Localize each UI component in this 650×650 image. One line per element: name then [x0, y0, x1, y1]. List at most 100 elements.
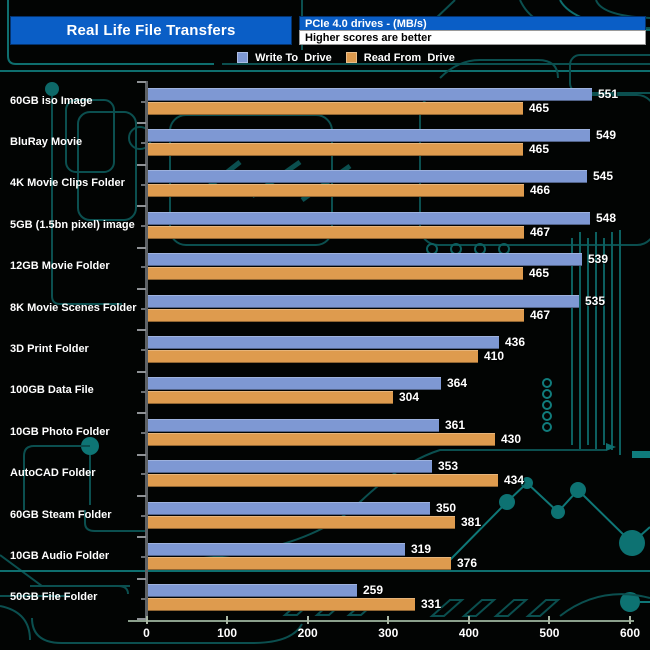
bar-chart: 60GB iso Image 551 465 BluRay Movie 549 465 4K… — [0, 81, 650, 640]
y-axis-minor-tick — [141, 266, 146, 269]
legend-swatch-icon — [237, 52, 249, 63]
value-label: 465 — [529, 142, 550, 157]
read-bar — [148, 391, 393, 405]
read-bar — [148, 225, 524, 239]
y-axis-tick — [137, 288, 146, 290]
write-bar — [148, 377, 441, 391]
y-axis-tick — [137, 163, 146, 166]
chart-subtitle: PCIe 4.0 drives - (MB/s) — [299, 16, 646, 30]
y-axis-tick — [137, 370, 146, 373]
legend-item: Read From Drive — [345, 51, 455, 64]
y-axis-tick — [137, 495, 146, 497]
x-axis-tick — [629, 616, 631, 624]
write-bar — [148, 129, 590, 143]
chart-title: Real Life File Transfers — [66, 22, 236, 39]
read-bar — [148, 184, 524, 198]
x-axis-tick — [467, 616, 470, 624]
write-bar — [148, 87, 592, 101]
read-bar — [148, 432, 495, 446]
y-axis-minor-tick — [141, 307, 146, 310]
value-label: 361 — [445, 417, 466, 432]
x-axis-tick — [145, 616, 148, 624]
category-label: 60GB Steam Folder — [10, 508, 112, 521]
x-axis-tick-label: 0 — [143, 626, 150, 640]
category-label: 8K Movie Scenes Folder — [10, 301, 137, 314]
chart-note: Higher scores are better — [299, 30, 646, 45]
y-axis-tick — [137, 536, 146, 539]
y-axis-minor-tick — [141, 142, 146, 145]
y-axis-minor-tick — [141, 100, 146, 103]
value-label: 376 — [457, 556, 478, 571]
x-axis-tick-label: 200 — [297, 626, 318, 640]
x-axis-tick-label: 300 — [378, 626, 399, 640]
y-axis-minor-tick — [141, 556, 146, 559]
bar-row: 10GB Photo Folder 361 430 — [0, 412, 650, 453]
x-axis-tick — [306, 616, 309, 624]
read-bar — [148, 267, 523, 281]
value-label: 539 — [588, 252, 609, 267]
legend-label: Write To Drive — [255, 51, 332, 64]
legend-label: Read From Drive — [363, 51, 455, 64]
category-label: 50GB File Folder — [10, 591, 98, 604]
category-label: 4K Movie Clips Folder — [10, 177, 125, 190]
y-axis-minor-tick — [141, 514, 146, 517]
chart-info-box: PCIe 4.0 drives - (MB/s) Higher scores a… — [299, 16, 646, 45]
y-axis-tick — [137, 246, 146, 249]
category-label: 60GB iso Image — [10, 94, 93, 107]
bar-row: 8K Movie Scenes Folder 535 467 — [0, 288, 650, 329]
x-axis-line — [128, 620, 634, 622]
value-label: 319 — [411, 542, 432, 557]
bar-row: 4K Movie Clips Folder 545 466 — [0, 164, 650, 205]
write-bar — [148, 543, 405, 557]
value-label: 535 — [585, 293, 606, 308]
bar-row: 50GB File Folder 259 331 — [0, 578, 650, 619]
x-axis-tick-label: 500 — [539, 626, 560, 640]
category-label: 10GB Photo Folder — [10, 425, 110, 438]
value-label: 549 — [596, 128, 617, 143]
value-label: 551 — [598, 86, 619, 101]
value-label: 350 — [436, 500, 457, 515]
y-axis-minor-tick — [141, 390, 146, 393]
value-label: 331 — [421, 597, 442, 612]
category-label: BluRay Movie — [10, 136, 83, 149]
category-label: 3D Print Folder — [10, 343, 89, 356]
y-axis-minor-tick — [141, 349, 146, 352]
y-axis-tick — [137, 329, 146, 332]
category-label: AutoCAD Folder — [10, 467, 96, 480]
value-label: 381 — [461, 514, 482, 529]
x-axis-tick — [387, 616, 390, 624]
y-axis-tick — [137, 205, 146, 208]
read-bar — [148, 598, 415, 612]
bar-row: 60GB Steam Folder 350 381 — [0, 495, 650, 536]
x-axis-tick-label: 600 — [619, 626, 641, 640]
bar-row: 5GB (1.5bn pixel) image 548 467 — [0, 205, 650, 246]
value-label: 467 — [530, 224, 551, 239]
bar-row: AutoCAD Folder 353 434 — [0, 454, 650, 495]
bar-row: 100GB Data File 364 304 — [0, 371, 650, 412]
value-label: 430 — [501, 431, 522, 446]
bar-row: BluRay Movie 549 465 — [0, 122, 650, 163]
y-axis-tick — [137, 412, 146, 415]
write-bar — [148, 336, 499, 350]
y-axis-minor-tick — [141, 183, 146, 186]
x-axis-tick-label: 100 — [217, 626, 238, 640]
chart-legend: Write To Drive Read From Drive — [0, 50, 650, 65]
read-bar — [148, 308, 524, 322]
value-label: 467 — [530, 307, 551, 322]
legend-item: Write To Drive — [237, 52, 332, 64]
y-axis-tick — [137, 122, 146, 125]
bar-row: 10GB Audio Folder 319 376 — [0, 536, 650, 577]
category-label: 5GB (1.5bn pixel) image — [10, 218, 135, 231]
write-bar — [148, 418, 439, 432]
y-axis-minor-tick — [141, 597, 146, 600]
y-axis-minor-tick — [141, 224, 146, 227]
y-axis-tick — [137, 618, 146, 620]
y-axis-minor-tick — [141, 473, 146, 476]
value-label: 436 — [505, 335, 526, 350]
x-axis-tick — [548, 616, 551, 624]
write-bar — [148, 170, 587, 184]
write-bar — [148, 501, 430, 515]
value-label: 465 — [529, 100, 550, 115]
